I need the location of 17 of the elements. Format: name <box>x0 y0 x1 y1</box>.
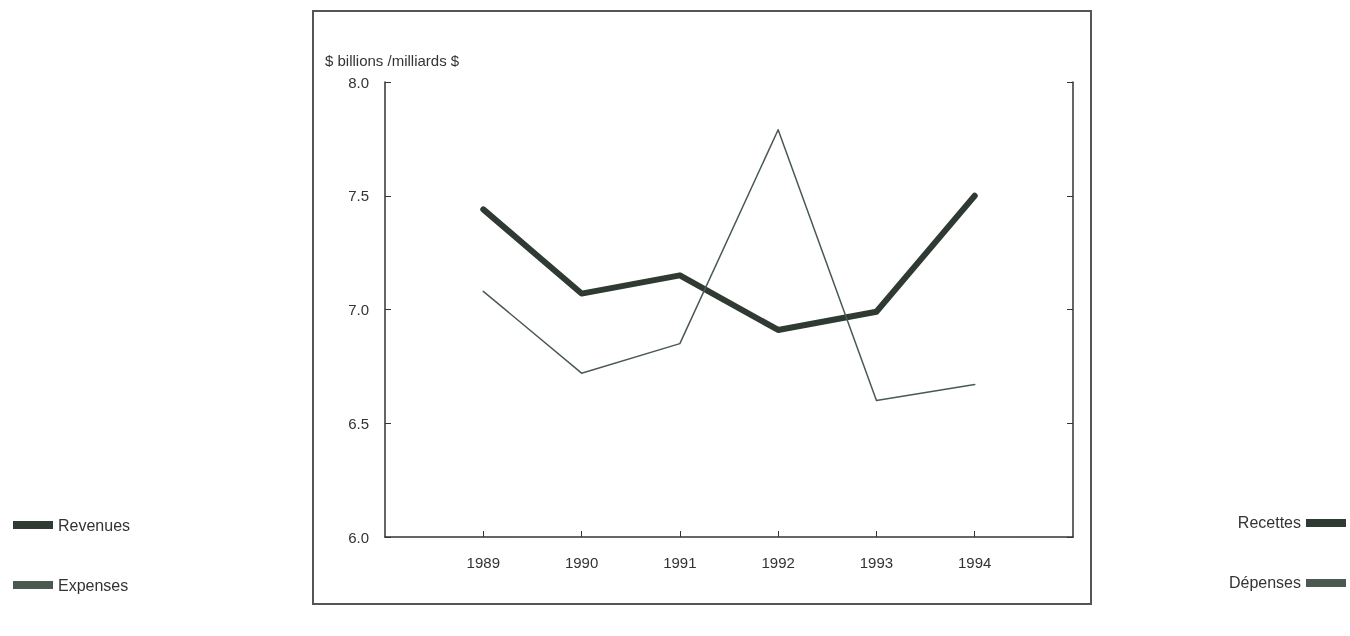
x-tick-label: 1992 <box>761 554 795 571</box>
x-tick-label: 1993 <box>859 554 894 571</box>
text: Recettes <box>1237 514 1301 532</box>
legend-label: Expenses <box>58 576 129 594</box>
x-tick-label: 1990 <box>564 554 599 571</box>
y-axis-title: $ billions /milliards $ <box>325 52 460 69</box>
x-tick-label: 1989 <box>466 554 500 571</box>
line-series <box>482 129 976 402</box>
y-tick-label: 6.5 <box>348 414 369 432</box>
text: Dépenses <box>1228 574 1301 592</box>
y-tick-label: 7.5 <box>348 187 369 205</box>
y-tick-label: 7.0 <box>348 301 369 318</box>
x-tick-label: 1991 <box>663 554 697 571</box>
y-tick-label: 8.0 <box>348 73 369 91</box>
y-tick-label: 6.0 <box>348 528 369 546</box>
x-tick-label: 1994 <box>958 554 992 571</box>
legend-label: Revenues <box>58 516 131 534</box>
